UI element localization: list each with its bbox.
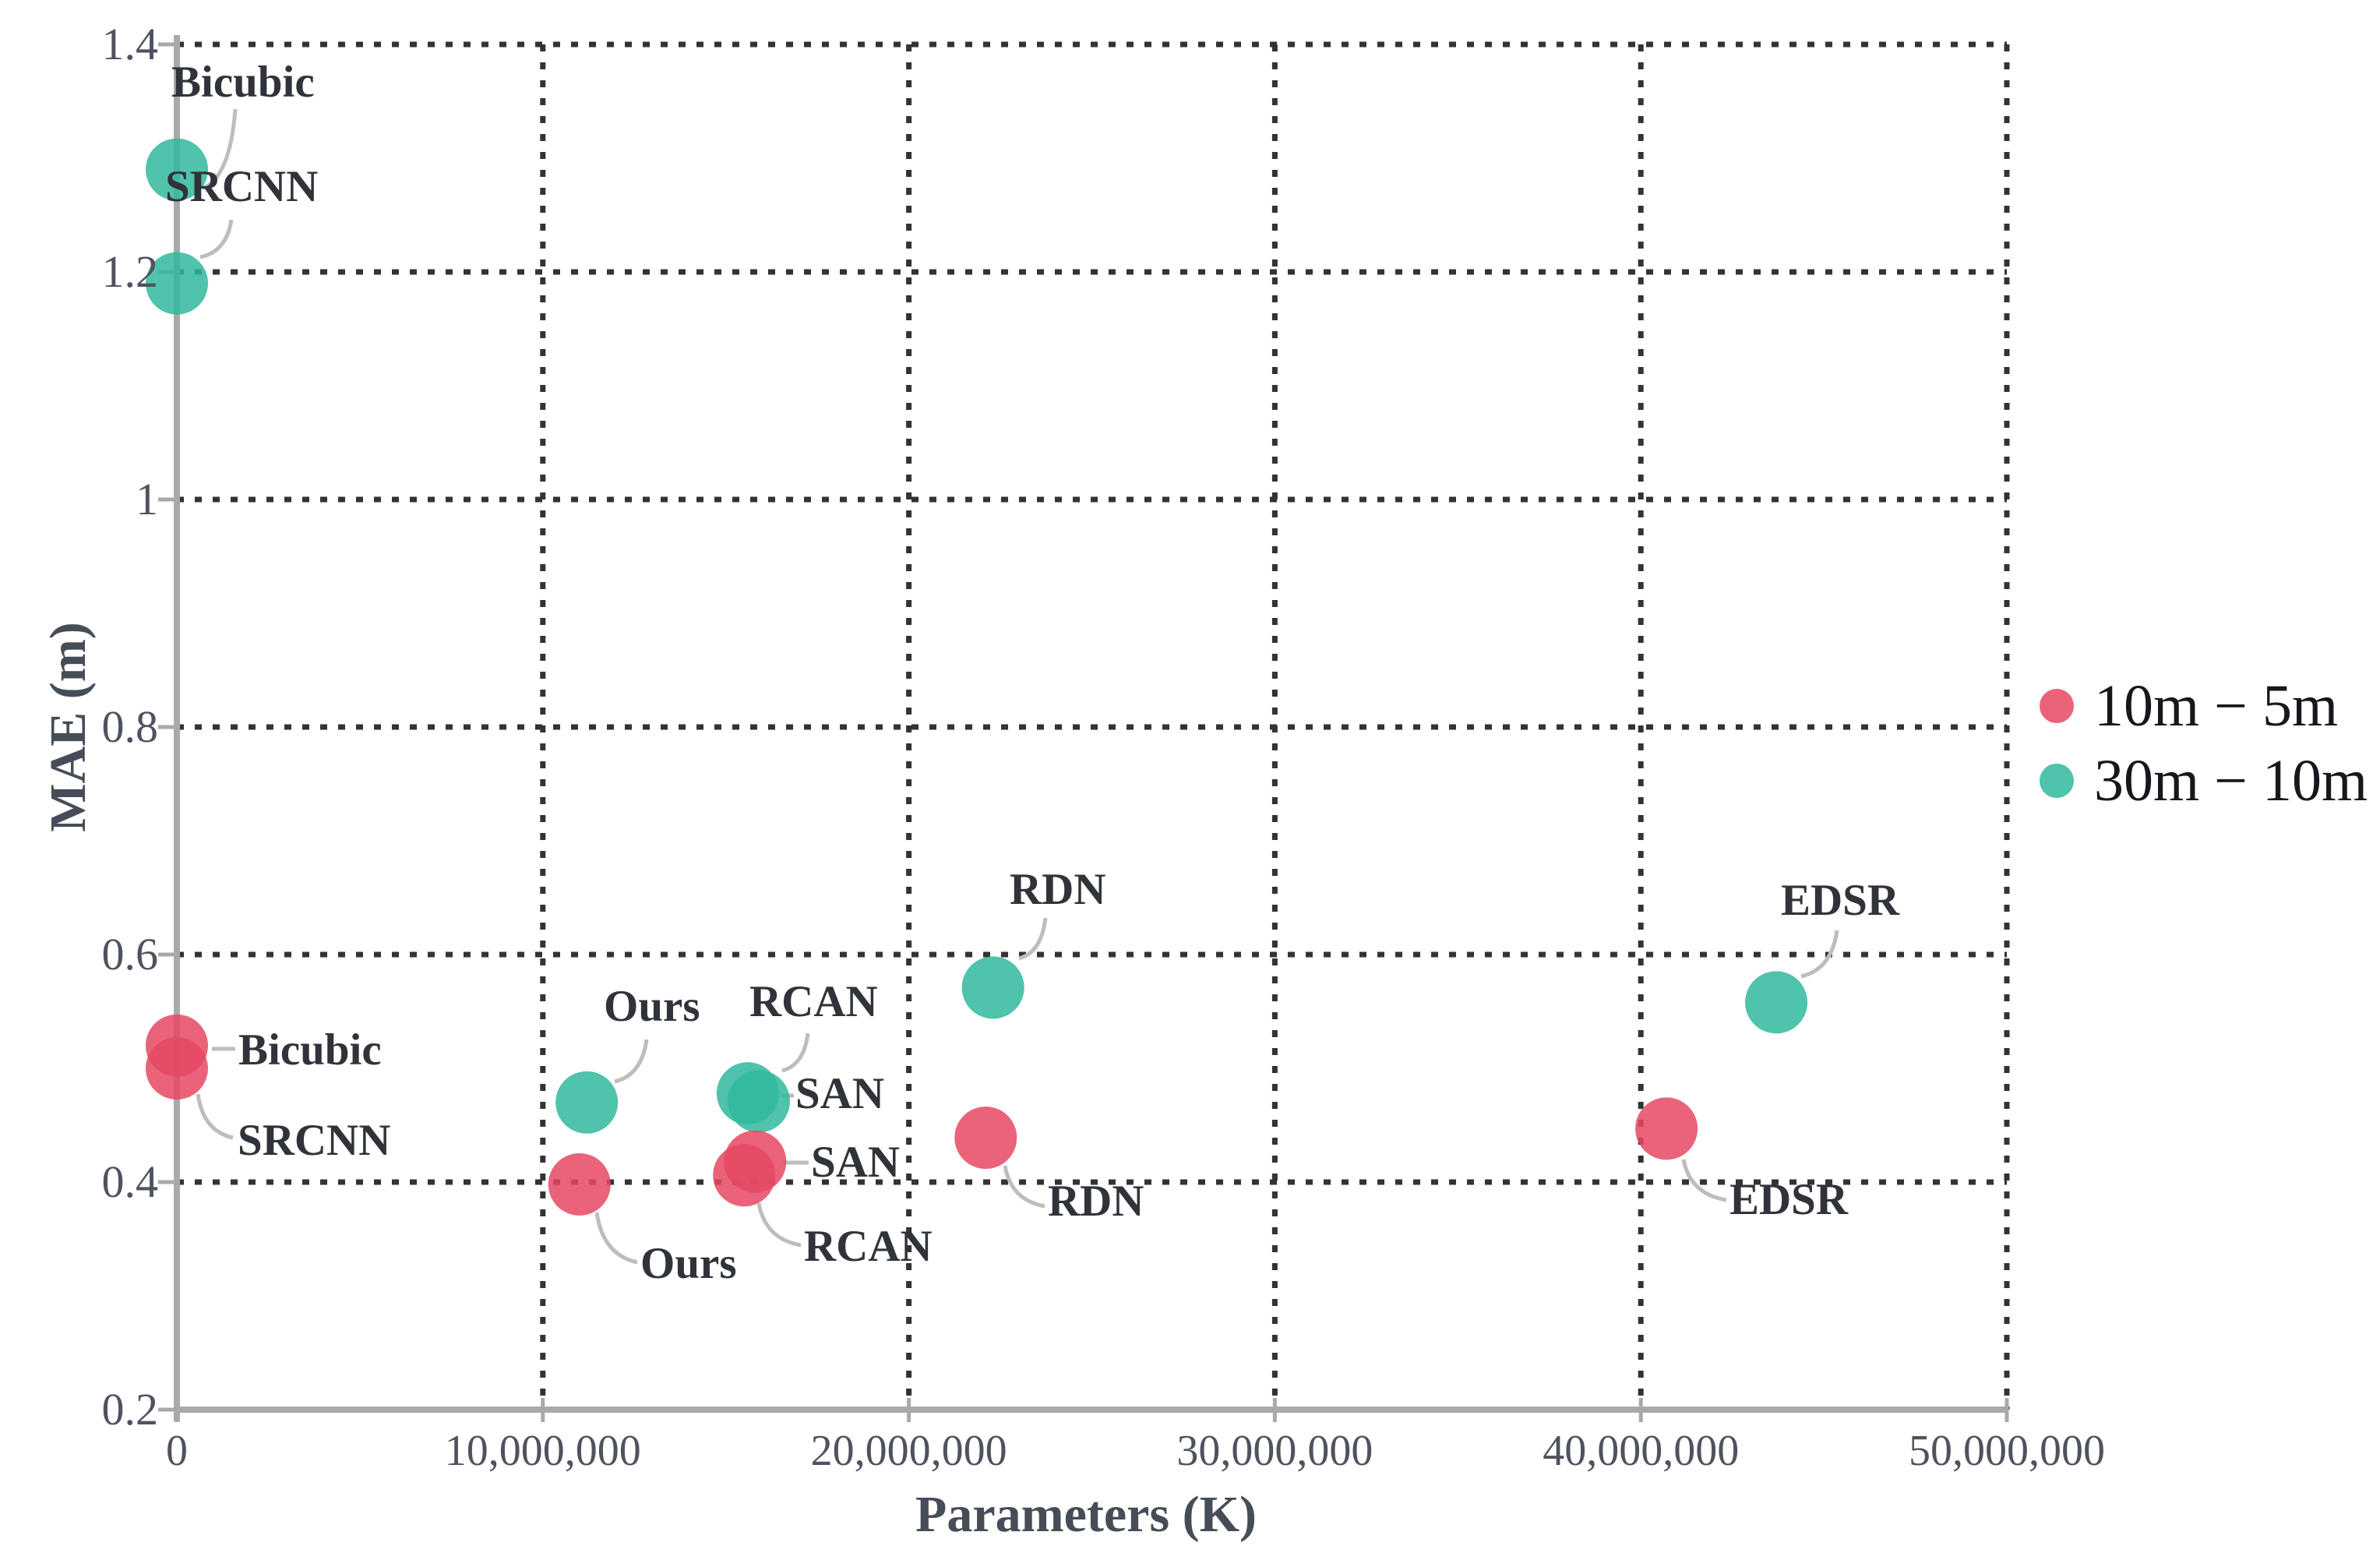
data-point-ours — [555, 1071, 619, 1134]
y-tick-label-1: 1 — [136, 474, 158, 524]
point-label-rdn: RDN — [1010, 865, 1106, 914]
point-label-ours: Ours — [604, 982, 700, 1031]
x-tick-label-30,000,000: 30,000,000 — [1176, 1427, 1373, 1475]
point-label-srcnn: SRCNN — [165, 162, 319, 211]
leader-line-edsr — [1800, 930, 1839, 979]
legend-item-10m-5m: 10m − 5m — [2040, 669, 2368, 743]
x-tick-label-10,000,000: 10,000,000 — [444, 1427, 641, 1475]
leader-line-srcnn — [196, 1093, 234, 1140]
data-point-bicubic — [146, 138, 208, 201]
point-label-bicubic: Bicubic — [238, 1025, 382, 1075]
leader-line-srcnn — [199, 219, 234, 259]
legend-label: 30m − 10m — [2094, 747, 2368, 814]
y-tick-label-0.4: 0.4 — [101, 1156, 159, 1207]
point-label-rcan: RCAN — [749, 977, 878, 1026]
y-axis-title: MAE (m) — [40, 622, 97, 832]
data-point-edsr — [1635, 1097, 1698, 1160]
y-tick-label-0.8: 0.8 — [101, 701, 159, 752]
legend-item-30m-10m: 30m − 10m — [2040, 743, 2368, 818]
legend: 10m − 5m 30m − 10m — [2040, 669, 2368, 818]
data-point-srcnn — [146, 1037, 208, 1099]
point-label-edsr: EDSR — [1729, 1175, 1849, 1224]
leader-line-rdn — [1003, 1165, 1045, 1209]
point-label-san: SAN — [811, 1138, 901, 1187]
point-label-ours: Ours — [640, 1239, 737, 1288]
x-tick-label-50,000,000: 50,000,000 — [1909, 1427, 2105, 1475]
data-point-srcnn — [146, 252, 208, 315]
data-point-ours — [548, 1152, 611, 1216]
legend-swatch-red-icon — [2040, 689, 2074, 723]
x-tick-label-20,000,000: 20,000,000 — [810, 1427, 1007, 1475]
leader-line-rcan — [781, 1032, 810, 1073]
y-tick-label-0.6: 0.6 — [101, 929, 159, 979]
data-point-rdn — [961, 956, 1024, 1019]
y-tick-label-1.4: 1.4 — [101, 19, 159, 69]
leader-line-rcan — [756, 1202, 802, 1248]
leader-line-ours — [594, 1212, 638, 1265]
data-point-san — [727, 1070, 790, 1133]
legend-swatch-teal-icon — [2040, 764, 2074, 798]
point-label-srcnn: SRCNN — [238, 1116, 391, 1165]
leader-line-edsr — [1681, 1159, 1727, 1202]
legend-label: 10m − 5m — [2094, 672, 2339, 739]
data-point-san — [724, 1130, 787, 1193]
point-label-rcan: RCAN — [804, 1222, 933, 1271]
x-axis-title: Parameters (K) — [915, 1486, 1257, 1543]
leader-line-ours — [614, 1039, 649, 1084]
point-label-edsr: EDSR — [1781, 876, 1900, 925]
leader-line-bicubic — [201, 108, 238, 191]
data-point-edsr — [1745, 971, 1808, 1034]
point-label-rdn: RDN — [1048, 1177, 1144, 1226]
y-tick-label-1.2: 1.2 — [101, 246, 159, 297]
x-tick-label-0: 0 — [166, 1427, 188, 1475]
point-label-san: SAN — [795, 1069, 885, 1118]
x-tick-label-40,000,000: 40,000,000 — [1543, 1427, 1740, 1475]
point-label-bicubic: Bicubic — [171, 58, 315, 107]
data-point-rdn — [954, 1107, 1017, 1170]
leader-line-rdn — [1018, 917, 1048, 961]
y-tick-label-0.2: 0.2 — [101, 1384, 159, 1435]
